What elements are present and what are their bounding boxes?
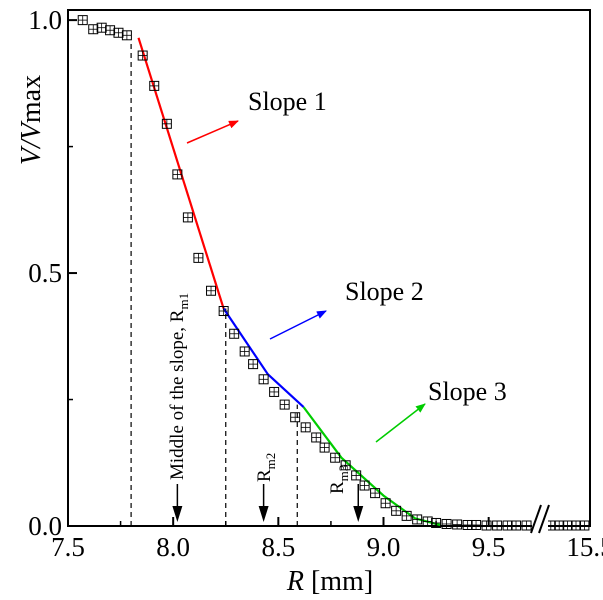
data-point [401, 510, 412, 521]
indicator-arrow-head [258, 506, 269, 522]
indicator-arrow-head [353, 506, 364, 522]
data-point [137, 50, 148, 61]
y-tick-label: 0.0 [28, 511, 62, 541]
data-point [258, 374, 269, 385]
data-point [218, 306, 229, 316]
data-point [96, 22, 107, 33]
x-tick-label: 15.5 [566, 532, 603, 562]
plot-frame [67, 9, 591, 527]
y-tick-label: 1.0 [28, 5, 62, 35]
data-point [330, 452, 341, 463]
data-point [452, 519, 463, 530]
data-point [182, 212, 193, 223]
data-point [380, 498, 391, 509]
data-point [105, 25, 116, 36]
axis-break [530, 504, 550, 534]
data-point [206, 285, 217, 296]
axis-ticks: 7.5 8.0 8.5 9.0 9.5 15.5 0.0 0.5 1.0 [28, 5, 603, 562]
data-point [391, 505, 402, 516]
data-point [269, 386, 280, 397]
data-point [351, 470, 362, 481]
data-point [193, 252, 204, 263]
data-point [279, 399, 290, 410]
data-point [149, 80, 160, 91]
data-point [502, 520, 513, 531]
data-markers [77, 15, 590, 531]
slope-3-annotation: Slope 3 [375, 377, 507, 443]
slope-1-arrow [186, 120, 239, 144]
data-point [571, 520, 581, 531]
data-point [311, 432, 322, 443]
data-point [412, 514, 423, 525]
slope-2-arrow [269, 310, 327, 340]
data-point [88, 24, 99, 35]
slope-3-line [302, 406, 441, 527]
y-axis-title: V/Vmax [16, 75, 47, 165]
data-point [340, 460, 351, 471]
data-point [239, 346, 250, 357]
data-point [172, 169, 183, 180]
data-point [370, 488, 381, 499]
x-tick-label: 8.5 [261, 532, 295, 562]
data-point [441, 518, 452, 529]
slope-1-label: Slope 1 [248, 87, 327, 116]
dashed-guides [130, 40, 298, 526]
data-point [290, 412, 301, 423]
data-point [422, 516, 433, 527]
slope-1-line [137, 37, 225, 309]
rm2-label: Rm2 [254, 453, 278, 482]
x-tick-label: 7.5 [51, 532, 85, 562]
data-point [121, 30, 132, 41]
x-tick-label: 9.0 [367, 532, 401, 562]
data-point [248, 359, 259, 370]
indicator-arrow-head [172, 506, 183, 522]
data-point [113, 27, 124, 38]
data-point [554, 520, 565, 531]
data-point [562, 520, 573, 531]
data-point [359, 480, 370, 491]
data-point [300, 422, 311, 433]
slope-2-label: Slope 2 [345, 277, 424, 306]
slope-3-arrow [375, 403, 426, 443]
slope-2-annotation: Slope 2 [269, 277, 424, 340]
data-point [481, 520, 492, 531]
data-point [77, 15, 88, 26]
data-point [492, 520, 503, 531]
data-point [511, 520, 522, 531]
slope-1-annotation: Slope 1 [186, 87, 327, 144]
x-axis-title: R [mm] [286, 566, 373, 597]
data-point [471, 519, 482, 530]
slope-3-label: Slope 3 [428, 377, 507, 406]
x-tick-label: 8.0 [156, 532, 190, 562]
data-point [462, 519, 473, 530]
data-point [161, 118, 172, 129]
data-point [579, 520, 590, 531]
rm3-label: Rm3 [327, 465, 351, 494]
slope-2-line [222, 307, 305, 408]
data-point [319, 442, 330, 453]
indicator-arrows [172, 484, 364, 522]
data-point [229, 328, 240, 339]
y-tick-label: 0.5 [28, 258, 62, 288]
data-point [521, 520, 532, 531]
x-tick-label: 9.5 [472, 532, 506, 562]
middle-of-slope-label: Middle of the slope, Rm1 [167, 293, 191, 480]
